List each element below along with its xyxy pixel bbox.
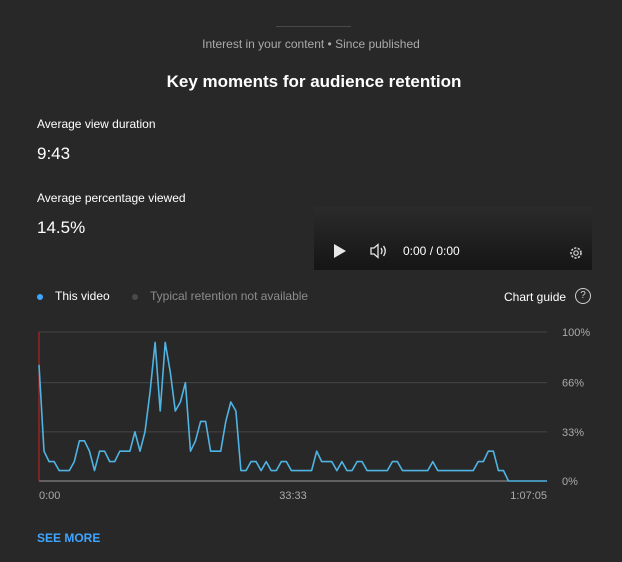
y-tick-label: 33% — [562, 427, 584, 439]
x-tick-label: 1:07:05 — [510, 490, 547, 502]
avg-view-duration-value: 9:43 — [37, 144, 71, 163]
x-tick-label: 33:33 — [279, 490, 307, 502]
avg-view-duration-label: Average view duration — [37, 117, 156, 131]
see-more-button[interactable]: SEE MORE — [37, 531, 101, 545]
legend-dot-icon — [37, 293, 43, 300]
legend-this-video-label: This video — [55, 289, 110, 303]
gear-icon[interactable] — [568, 245, 584, 261]
help-icon[interactable]: ? — [575, 288, 591, 304]
x-tick-label: 0:00 — [39, 490, 60, 502]
video-player[interactable]: 0:00 / 0:00 — [314, 207, 592, 270]
avg-pct-viewed-value: 14.5% — [37, 218, 86, 237]
y-tick-label: 66% — [562, 378, 584, 390]
retention-line — [38, 341, 547, 482]
chart-guide-link[interactable]: Chart guide — [504, 290, 567, 304]
top-divider — [276, 26, 351, 27]
y-tick-label: 0% — [562, 476, 578, 488]
y-tick-label: 100% — [562, 327, 590, 339]
legend-typical-label: Typical retention not available — [150, 289, 309, 303]
section-title: Key moments for audience retention — [166, 72, 462, 91]
avg-pct-viewed-label: Average percentage viewed — [37, 191, 186, 205]
player-time: 0:00 / 0:00 — [403, 244, 460, 258]
retention-chart: 100% 66% 33% 0% 0:00 33:33 1:07:05 — [38, 327, 590, 502]
volume-icon[interactable] — [369, 243, 387, 259]
legend-this-video: This video — [37, 289, 110, 303]
play-icon[interactable] — [334, 244, 346, 258]
legend-typical: Typical retention not available — [132, 289, 308, 303]
section-subtitle: Interest in your content • Since publish… — [202, 37, 420, 51]
legend-dot-icon — [132, 293, 138, 300]
